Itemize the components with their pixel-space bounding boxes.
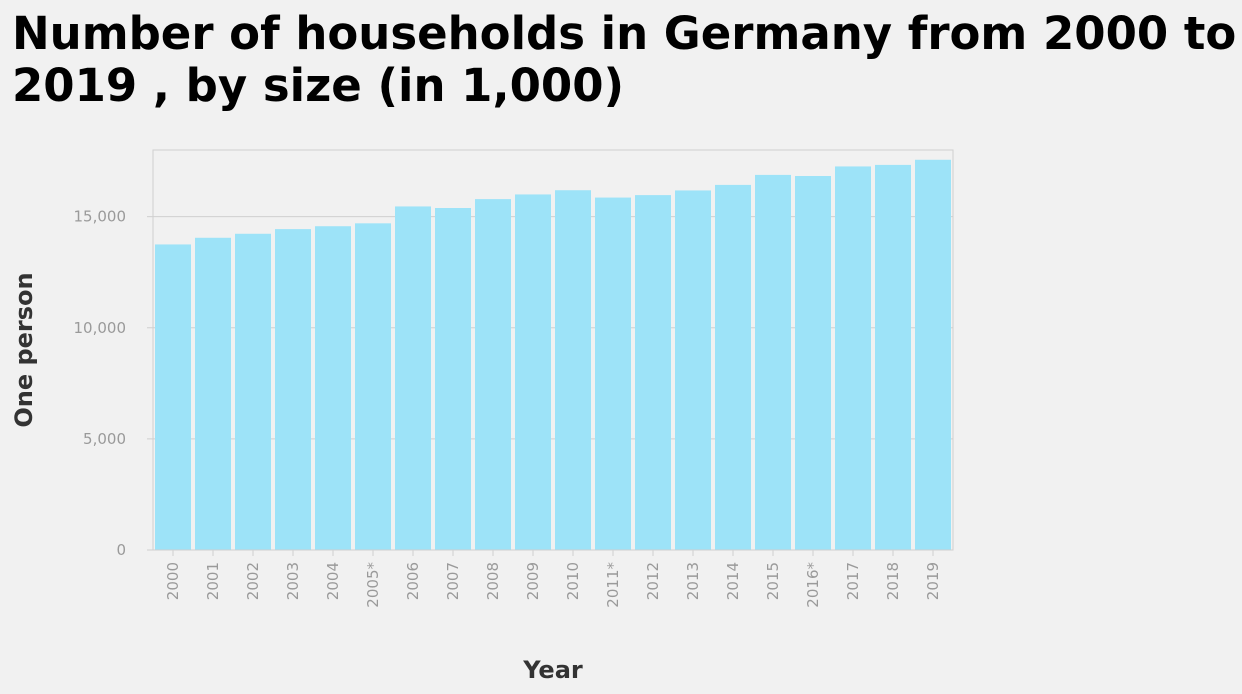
x-tick-label: 2011* xyxy=(604,562,622,608)
x-axis-ticks: 2000 2001 2002 2003 2004 2005* 2006 2007 2008 200… xyxy=(164,550,942,608)
x-tick-label: 2015 xyxy=(764,562,782,600)
x-tick-label: 2006 xyxy=(404,562,422,600)
bar-2010 xyxy=(555,190,591,550)
x-tick-label: 2019 xyxy=(924,562,942,600)
bar-2019 xyxy=(915,159,951,550)
x-tick-label: 2001 xyxy=(204,562,222,600)
x-tick-label: 2017 xyxy=(844,562,862,600)
x-tick-label: 2002 xyxy=(244,562,262,600)
x-tick-label: 2000 xyxy=(164,562,182,600)
x-tick-label: 2010 xyxy=(564,562,582,600)
x-tick-label: 2004 xyxy=(324,562,342,600)
y-tick-label: 15,000 xyxy=(74,208,127,226)
y-axis-title: One person xyxy=(10,272,38,427)
x-tick-label: 2012 xyxy=(644,562,662,600)
bar-2003 xyxy=(275,229,311,550)
bar-2008 xyxy=(475,199,511,550)
bar-2014 xyxy=(715,184,751,550)
y-axis-ticks: 0 5,000 10,000 15,000 xyxy=(74,208,153,559)
bar-2002 xyxy=(235,233,271,550)
x-tick-label: 2018 xyxy=(884,562,902,600)
bar-2012 xyxy=(635,195,671,550)
bar-2000 xyxy=(155,244,191,550)
x-tick-label: 2003 xyxy=(284,562,302,600)
bar-2015 xyxy=(755,174,791,550)
bar-2004 xyxy=(315,226,351,550)
bar-2007 xyxy=(435,208,471,550)
x-tick-label: 2009 xyxy=(524,562,542,600)
bar-2006 xyxy=(395,206,431,550)
bar-2001 xyxy=(195,237,231,550)
x-axis-title: Year xyxy=(522,656,583,684)
x-tick-label: 2013 xyxy=(684,562,702,600)
bar-2011 xyxy=(595,197,631,551)
bars xyxy=(155,159,951,551)
y-tick-label: 5,000 xyxy=(83,430,126,448)
x-tick-label: 2014 xyxy=(724,562,742,600)
chart-title: Number of households in Germany from 200… xyxy=(12,7,1237,112)
x-tick-label: 2005* xyxy=(364,562,382,608)
y-tick-label: 0 xyxy=(116,541,126,559)
bar-2009 xyxy=(515,194,551,550)
bar-2018 xyxy=(875,164,911,550)
bar-2017 xyxy=(835,166,871,550)
bar-2005 xyxy=(355,223,391,551)
x-tick-label: 2008 xyxy=(484,562,502,600)
y-tick-label: 10,000 xyxy=(74,319,127,337)
plot-area xyxy=(152,149,954,551)
x-tick-label: 2016* xyxy=(804,562,822,608)
x-tick-label: 2007 xyxy=(444,562,462,600)
bar-2013 xyxy=(675,190,711,550)
bar-2016 xyxy=(795,176,831,550)
